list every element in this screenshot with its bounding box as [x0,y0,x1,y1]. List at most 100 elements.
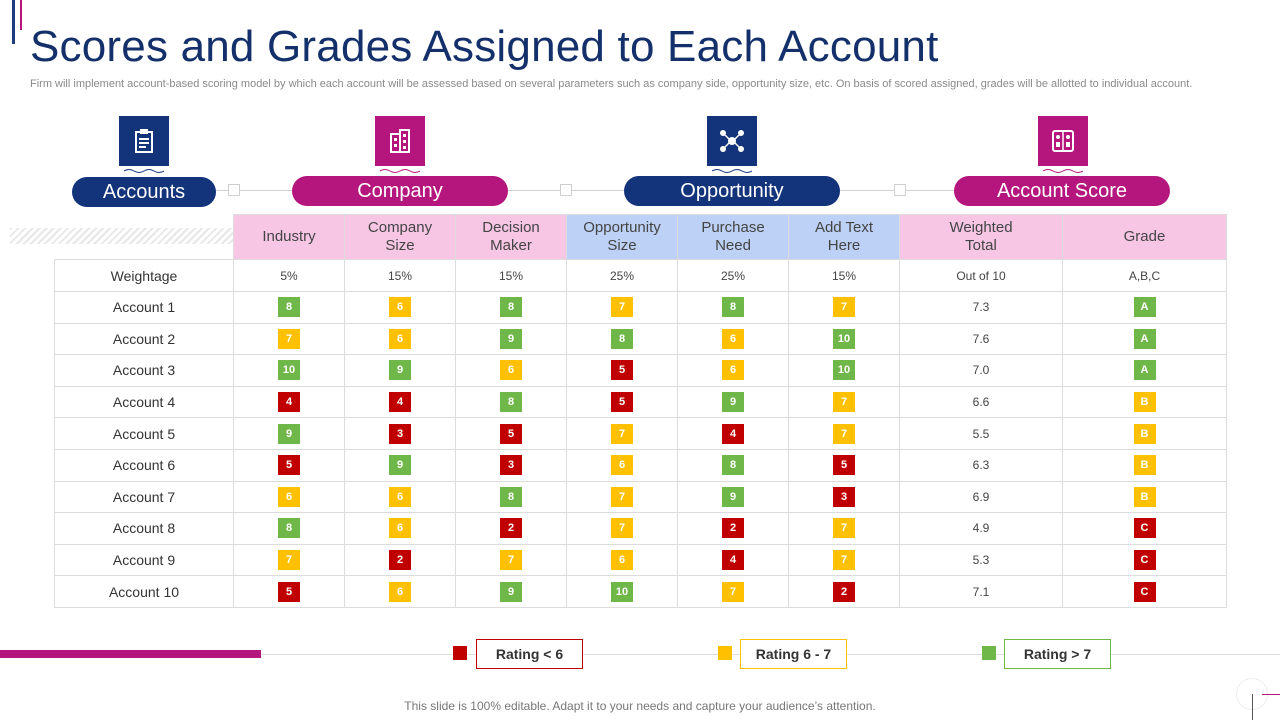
score-badge: 4 [722,550,744,571]
score-badge: 2 [833,581,855,602]
score-cell: 7 [566,480,678,514]
score-cell: 9 [455,575,567,608]
weighted-total-cell: 5.3 [899,543,1063,577]
weightage-value: 5% [233,259,345,292]
score-cell: 4 [677,417,789,450]
score-cell: 9 [344,448,456,482]
score-badge: 6 [278,486,300,507]
score-badge: 10 [833,360,855,381]
grade-cell: B [1062,448,1227,482]
grade-badge: A [1133,360,1156,381]
grade-cell: A [1062,354,1227,387]
score-cell: 5 [233,575,345,608]
grade-cell: C [1062,575,1227,608]
header-company-size: Company Size [344,214,456,260]
score-badge: 7 [833,518,855,539]
score-badge: 6 [389,581,411,602]
score-cell: 7 [233,322,345,356]
score-cell: 10 [233,354,345,387]
score-cell: 7 [788,291,900,324]
weighted-total-cell: 5.5 [899,417,1063,450]
score-cell: 10 [566,575,678,608]
score-badge: 6 [611,550,633,571]
score-badge: 4 [722,423,744,444]
score-cell: 8 [677,448,789,482]
score-cell: 8 [455,385,567,419]
score-cell: 6 [344,480,456,514]
account-label: Account 1 [54,291,234,324]
account-label: Account 5 [54,417,234,450]
weighted-total-cell: 6.9 [899,480,1063,514]
score-cell: 7 [233,543,345,577]
legend-rating-low: Rating < 6 [476,639,583,669]
weightage-value: 15% [455,259,567,292]
header-industry: Industry [233,214,345,260]
corner-line-horizontal [1262,694,1280,695]
account-label: Account 4 [54,385,234,419]
score-badge: 2 [500,518,522,539]
score-cell: 2 [788,575,900,608]
score-cell: 2 [344,543,456,577]
score-cell: 7 [566,417,678,450]
score-cell: 5 [788,448,900,482]
table-row: Account 10 5 6 9 10 7 2 7.1 C [54,575,1227,608]
table-row: Account 7 6 6 8 7 9 3 6.9 B [54,480,1227,514]
score-cell: 6 [677,354,789,387]
table-row: Account 8 8 6 2 7 2 7 4.9 C [54,512,1227,545]
table-row: Account 1 8 6 8 7 8 7 7.3 A [54,291,1227,324]
weighted-total-cell: 4.9 [899,512,1063,545]
score-cell: 7 [455,543,567,577]
score-badge: 7 [611,423,633,444]
score-badge: 7 [611,297,633,318]
score-badge: 7 [833,392,855,413]
grade-cell: A [1062,291,1227,324]
category-pill-opportunity: Opportunity [624,176,840,206]
score-badge: 3 [389,423,411,444]
score-badge: 6 [389,486,411,507]
grade-cell: C [1062,543,1227,577]
score-cell: 8 [677,291,789,324]
grade-badge: B [1133,455,1156,476]
score-cell: 8 [455,480,567,514]
table-row: Account 5 9 3 5 7 4 7 5.5 B [54,417,1227,450]
score-cell: 4 [344,385,456,419]
building-icon [375,116,425,173]
score-cell: 7 [788,512,900,545]
score-badge: 9 [389,455,411,476]
score-badge: 8 [722,297,744,318]
score-badge: 4 [389,392,411,413]
score-cell: 6 [566,448,678,482]
score-badge: 7 [278,328,300,349]
score-cell: 8 [455,291,567,324]
score-badge: 7 [833,297,855,318]
top-accent-bar-secondary [20,0,22,30]
score-cell: 6 [344,291,456,324]
grade-badge: C [1133,581,1156,602]
score-cell: 7 [788,543,900,577]
table-row: Account 4 4 4 8 5 9 7 6.6 B [54,385,1227,419]
score-badge: 7 [833,423,855,444]
clipboard-icon [119,116,169,173]
score-cell: 6 [455,354,567,387]
table-row: Account 3 10 9 6 5 6 10 7.0 A [54,354,1227,387]
score-badge: 9 [722,486,744,507]
account-label: Account 6 [54,448,234,482]
score-badge: 9 [389,360,411,381]
score-cell: 3 [344,417,456,450]
score-cell: 6 [233,480,345,514]
grade-cell: A [1062,322,1227,356]
grade-badge: B [1133,486,1156,507]
score-badge: 9 [500,581,522,602]
score-cell: 2 [677,512,789,545]
table-row: Account 9 7 2 7 6 4 7 5.3 C [54,543,1227,577]
score-badge: 6 [389,518,411,539]
score-badge: 9 [278,423,300,444]
score-cell: 4 [677,543,789,577]
score-badge: 6 [500,360,522,381]
score-cell: 7 [677,575,789,608]
header-add-text: Add Text Here [788,214,900,260]
score-badge: 8 [500,486,522,507]
legend-swatch-red [453,646,467,660]
connector-node [228,184,240,196]
weighted-total-cell: 7.1 [899,575,1063,608]
